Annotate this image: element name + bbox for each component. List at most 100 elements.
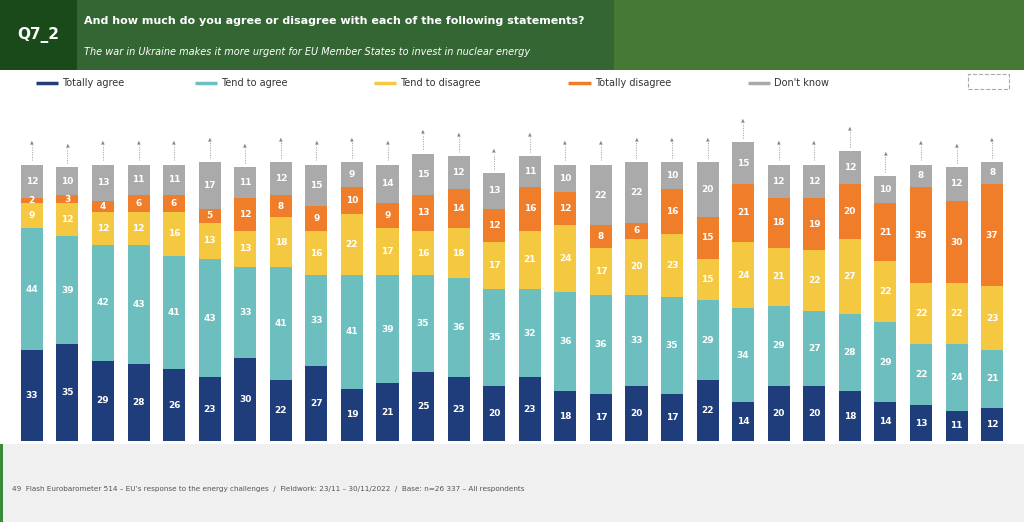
Text: ▲: ▲ [101,139,104,145]
Text: 9: 9 [349,170,355,179]
Text: 36: 36 [559,337,571,346]
Text: 22: 22 [914,310,928,318]
Text: 11: 11 [950,421,963,430]
Text: ▲: ▲ [457,131,461,136]
Bar [590,164,612,226]
Text: 12: 12 [844,163,856,172]
Text: Q7_2: Q7_2 [16,27,59,43]
Bar [305,206,328,231]
Bar [483,173,505,209]
Bar [305,231,328,275]
Text: 12: 12 [453,169,465,177]
Bar [910,345,932,405]
Bar [590,247,612,294]
Text: 23: 23 [986,314,998,323]
Bar [234,198,256,231]
Bar [554,164,577,192]
Text: 22: 22 [880,287,892,296]
Text: Totally disagree: Totally disagree [595,78,671,88]
Text: 2: 2 [29,196,35,205]
Bar [519,187,541,231]
Text: 19: 19 [808,220,820,229]
Text: 18: 18 [772,218,785,227]
Bar [412,275,434,372]
Text: ▲: ▲ [350,137,354,141]
Bar [20,164,43,198]
Bar [447,228,470,278]
Bar [305,366,328,441]
Text: 8: 8 [989,169,995,177]
Bar [56,203,79,236]
Bar [163,256,185,369]
Text: 26: 26 [168,401,180,410]
Text: 22: 22 [346,240,358,250]
Text: 29: 29 [772,341,785,350]
Text: 33: 33 [26,391,38,400]
Bar [768,247,790,305]
Text: 8: 8 [918,171,924,180]
Bar [910,405,932,441]
Text: 17: 17 [487,261,501,270]
Bar [377,275,398,383]
Bar [56,236,79,345]
Text: 14: 14 [737,417,750,426]
Text: 21: 21 [523,255,536,265]
Bar [128,164,150,195]
Text: 41: 41 [274,319,287,328]
Text: Totally agree: Totally agree [62,78,125,88]
Bar [839,151,861,184]
Bar [662,234,683,298]
Text: 23: 23 [453,405,465,414]
Bar [519,289,541,377]
Text: 35: 35 [666,341,678,350]
Text: 4: 4 [99,201,106,210]
Text: ▲: ▲ [635,137,638,141]
Bar [412,153,434,195]
Bar [696,300,719,380]
Bar [626,162,647,223]
Bar [269,380,292,441]
Bar [305,275,328,366]
Text: 34: 34 [737,351,750,360]
Text: 21: 21 [737,208,750,218]
Text: 16: 16 [666,207,678,216]
Text: 15: 15 [310,181,323,190]
Bar [0,0,77,70]
Bar [199,258,221,377]
Bar [803,311,825,386]
Bar [803,386,825,441]
Text: 35: 35 [914,231,928,240]
Text: 13: 13 [204,236,216,245]
Bar [945,200,968,283]
Bar [768,305,790,386]
Text: 18: 18 [274,238,287,246]
Bar [803,164,825,198]
Text: 10: 10 [346,196,358,205]
Text: 12: 12 [61,216,74,224]
Bar [768,164,790,198]
Bar [732,309,755,402]
Bar [874,322,896,402]
Bar [626,239,647,294]
Text: 12: 12 [559,204,571,213]
Bar [377,228,398,275]
Text: 43: 43 [132,300,144,309]
Text: 18: 18 [453,248,465,257]
Bar [483,209,505,242]
Text: 44: 44 [26,284,38,293]
Text: ▲: ▲ [670,137,674,141]
Bar [910,283,932,345]
Text: 27: 27 [808,344,820,353]
Text: 49  Flash Eurobarometer 514 – EU’s response to the energy challenges  /  Fieldwo: 49 Flash Eurobarometer 514 – EU’s respon… [12,486,524,492]
Bar [839,314,861,392]
Bar [163,369,185,441]
Bar [92,200,114,211]
Bar [662,394,683,441]
Bar [662,189,683,234]
Text: 24: 24 [950,373,963,382]
Text: 23: 23 [666,261,678,270]
Text: Tend to agree: Tend to agree [221,78,288,88]
Bar [56,168,79,195]
Bar [199,209,221,223]
Text: 12: 12 [986,420,998,429]
